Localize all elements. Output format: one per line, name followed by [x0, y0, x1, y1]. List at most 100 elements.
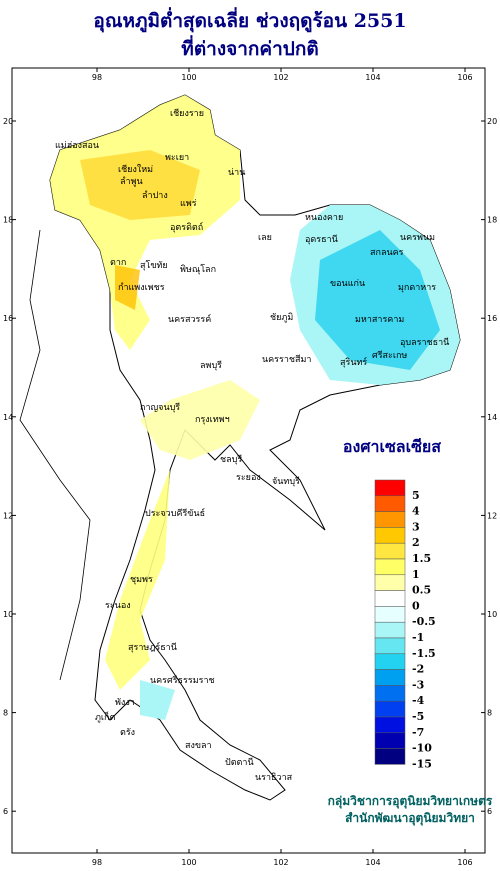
y-tick-label: 16: [3, 314, 13, 323]
legend-label: -1: [412, 631, 424, 644]
place: นครราชสีมา: [262, 354, 311, 365]
place: ภูเก็ต: [95, 710, 115, 723]
legend-label: 1.5: [412, 552, 431, 565]
legend-swatch: [374, 574, 406, 591]
place: แม่ฮ่องสอน: [55, 141, 99, 151]
legend-swatch: [374, 716, 406, 734]
place: พิษณุโลก: [180, 264, 216, 275]
y-tick-label: 14: [487, 413, 497, 422]
place: ลำพูน: [120, 176, 143, 187]
place: แพร่: [180, 199, 197, 209]
title-line: อุณหภูมิต่ำสุดเฉลี่ย ช่วงฤดูร้อน 2551: [93, 7, 406, 33]
y-tick-label: 8: [487, 709, 492, 718]
place: กำแพงเพชร: [118, 282, 165, 293]
place: นครศรีธรรมราช: [150, 675, 215, 686]
place: ประจวบคีรีขันธ์: [145, 507, 205, 519]
place: นราธิวาส: [255, 772, 293, 783]
y-tick-label: 18: [3, 216, 13, 225]
place: ลพบุรี: [200, 360, 222, 371]
legend-label: -10: [412, 742, 432, 755]
place: เลย: [258, 233, 272, 243]
credit-line: กลุ่มวิชาการอุตุนิยมวิทยาเกษตร: [328, 794, 493, 809]
legend-swatch: [374, 542, 406, 560]
x-tick-label: 102: [273, 858, 288, 867]
legend-label: 2: [412, 536, 420, 549]
y-tick-label: 10: [487, 610, 497, 619]
y-tick-label: 6: [487, 807, 492, 816]
place: สงขลา: [185, 741, 212, 751]
y-tick-label: 6: [3, 807, 8, 816]
place: ระยอง: [236, 473, 261, 483]
y-tick-label: 20: [3, 117, 13, 126]
y-tick-label: 8: [3, 709, 8, 718]
legend-label: 0: [412, 599, 420, 612]
place: กรุงเทพฯ: [195, 415, 230, 425]
legend-swatch: [374, 748, 406, 765]
legend-swatch: [374, 590, 406, 607]
place: สุรินทร์: [340, 356, 367, 368]
legend-swatch: [374, 685, 406, 702]
place: ชลบุรี: [220, 454, 242, 465]
legend-label: 4: [412, 505, 420, 518]
legend-label: 0.5: [412, 584, 431, 597]
y-tick-label: 16: [487, 314, 497, 323]
place: ตาก: [110, 258, 126, 268]
place: ระนอง: [105, 601, 131, 611]
legend-swatch: [374, 637, 406, 655]
x-tick-label: 102: [273, 73, 288, 82]
place: นครสวรรค์: [168, 313, 211, 325]
y-tick-label: 18: [487, 216, 497, 225]
place: หนองคาย: [305, 213, 343, 223]
y-tick-label: 20: [487, 117, 497, 126]
legend-label: 1: [412, 568, 420, 581]
y-tick-label: 12: [487, 511, 497, 520]
x-tick-label: 104: [365, 858, 380, 867]
legend-label: -15: [412, 757, 432, 770]
legend-swatch: [374, 495, 406, 512]
place: สุราษฎร์ธานี: [128, 641, 177, 653]
place: จันทบุรี: [272, 476, 300, 487]
legend-swatch: [374, 669, 406, 686]
legend-label: -3: [412, 678, 424, 691]
title-line: ที่ต่างจากค่าปกติ: [181, 35, 318, 60]
legend-label: -5: [412, 710, 424, 723]
legend-title: องศาเซลเซียส: [343, 437, 441, 456]
place: สุโขทัย: [140, 260, 168, 271]
place: ชุมพร: [130, 575, 153, 585]
y-tick-label: 14: [3, 413, 13, 422]
legend-swatch: [374, 606, 406, 623]
credit-line: สำนักพัฒนาอุตุนิยมวิทยา: [345, 811, 475, 826]
x-tick-label: 98: [92, 858, 102, 867]
legend-label: -1.5: [412, 647, 436, 660]
y-tick-label: 10: [3, 610, 13, 619]
x-tick-label: 98: [92, 73, 102, 82]
legend-swatch: [374, 621, 406, 639]
place: อุตรดิตถ์: [170, 221, 203, 233]
place: สกลนคร: [370, 248, 404, 258]
place: เชียงใหม่: [118, 164, 153, 175]
place: พะเยา: [165, 153, 189, 163]
place: ศรีสะเกษ: [372, 350, 407, 361]
legend-swatch: [374, 700, 406, 718]
x-tick-label: 106: [457, 858, 472, 867]
place: พังงา: [115, 698, 135, 708]
legend-swatch: [374, 479, 406, 497]
place: ชัยภูมิ: [270, 312, 293, 323]
legend-swatch: [374, 653, 406, 670]
legend-swatch: [374, 527, 406, 544]
place-labels: เชียงราย แม่ฮ่องสอน เชียงใหม่ ลำพูน ลำปา…: [55, 108, 449, 783]
place: ขอนแก่น: [330, 279, 365, 289]
place: มหาสารคาม: [355, 315, 404, 325]
legend-label: -4: [412, 694, 425, 707]
x-tick-label: 100: [181, 73, 196, 82]
place: เชียงราย: [170, 108, 204, 119]
legend-swatch: [374, 511, 406, 528]
legend-swatch: [374, 558, 406, 576]
legend-label: 3: [412, 520, 420, 533]
place: อุบลราชธานี: [400, 337, 449, 348]
place: อุดรธานี: [305, 234, 338, 245]
place: นครพนม: [400, 233, 435, 243]
y-tick-label: 12: [3, 511, 13, 520]
place: น่าน: [228, 168, 245, 178]
legend-swatch: [374, 732, 406, 749]
